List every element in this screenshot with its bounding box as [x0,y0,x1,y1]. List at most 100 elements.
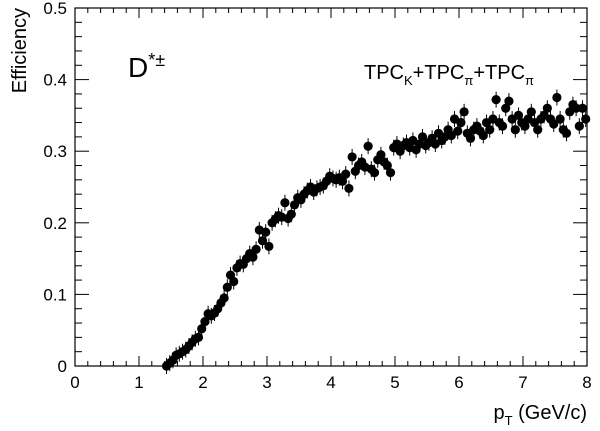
marker [261,227,271,237]
marker [197,324,207,334]
marker [561,128,572,138]
marker [417,132,428,142]
x-tick-label: 7 [518,373,527,392]
marker [533,125,543,135]
marker [459,107,469,117]
marker [549,119,559,129]
marker [369,168,380,178]
data-point [542,100,552,117]
data-point [369,164,380,181]
marker [376,150,386,160]
marker [200,317,210,327]
marker [347,152,357,162]
data-point [478,127,488,144]
marker [219,293,229,303]
marker [257,236,268,246]
x-tick-label: 1 [134,373,143,392]
marker [280,198,290,208]
data-point [581,110,591,127]
marker [485,125,495,135]
data-point [571,100,581,117]
marker [555,114,565,124]
y-tick-label: 0 [58,357,67,376]
marker [341,169,351,179]
x-axis-label: pT (GeV/c) [493,402,587,428]
y-tick-labels: 0 0.1 0.2 0.3 0.4 0.5 [43,0,67,376]
data-point [577,100,588,117]
x-tick-label: 5 [390,373,399,392]
marker [520,121,530,131]
marker [337,176,348,186]
y-tick-label: 0.1 [43,285,67,304]
marker [574,121,584,131]
data-points [161,89,591,374]
data-point [261,224,271,241]
y-tick-label: 0.4 [43,71,67,90]
marker [456,117,466,128]
marker [577,103,588,113]
x-tick-label: 8 [582,373,591,392]
marker [491,95,501,105]
x-tick-label: 2 [198,373,207,392]
data-point [533,121,543,138]
particle-label: D*± [128,50,165,83]
marker [193,332,204,342]
x-tick-label: 6 [454,373,463,392]
marker [229,276,239,287]
marker [385,168,396,178]
marker [286,209,296,219]
axis-ticks [74,7,588,367]
data-point [510,121,520,138]
marker [526,107,536,117]
marker [363,141,373,151]
selection-label: TPCK+TPCπ+TPCπ [364,62,534,88]
data-point [555,110,565,127]
y-tick-label: 0.3 [43,142,67,161]
data-point [504,93,514,110]
x-tick-label: 4 [326,373,335,392]
data-point [251,241,261,258]
marker [289,200,300,210]
marker [504,96,514,106]
marker [510,125,520,135]
marker [571,103,581,113]
data-point [341,166,351,183]
marker [478,130,488,141]
marker [251,244,261,254]
y-tick-label: 0.5 [43,0,67,18]
y-tick-label: 0.2 [43,214,67,233]
data-point [280,194,290,211]
data-point [561,125,572,142]
y-axis-label: Efficiency [9,8,31,93]
data-point [497,118,508,135]
data-point [286,206,296,223]
data-point [491,91,501,108]
marker [465,133,476,143]
data-point [456,114,466,131]
data-point [264,238,274,255]
data-point [552,89,562,106]
marker [382,160,392,171]
marker [264,241,274,252]
marker [453,126,463,136]
data-point [574,118,584,135]
marker [222,282,232,292]
data-point [347,148,357,165]
data-point [459,103,469,120]
marker [248,252,258,262]
data-point [385,164,396,181]
x-tick-label: 3 [262,373,271,392]
marker [501,103,511,113]
x-tick-labels: 0 1 2 3 4 5 6 7 8 [70,373,591,392]
x-tick-label: 0 [70,373,79,392]
data-point [549,115,559,132]
marker [497,121,508,131]
marker [552,92,562,103]
marker [344,183,354,194]
marker [581,114,591,124]
data-point [363,138,373,155]
data-point [222,279,232,296]
